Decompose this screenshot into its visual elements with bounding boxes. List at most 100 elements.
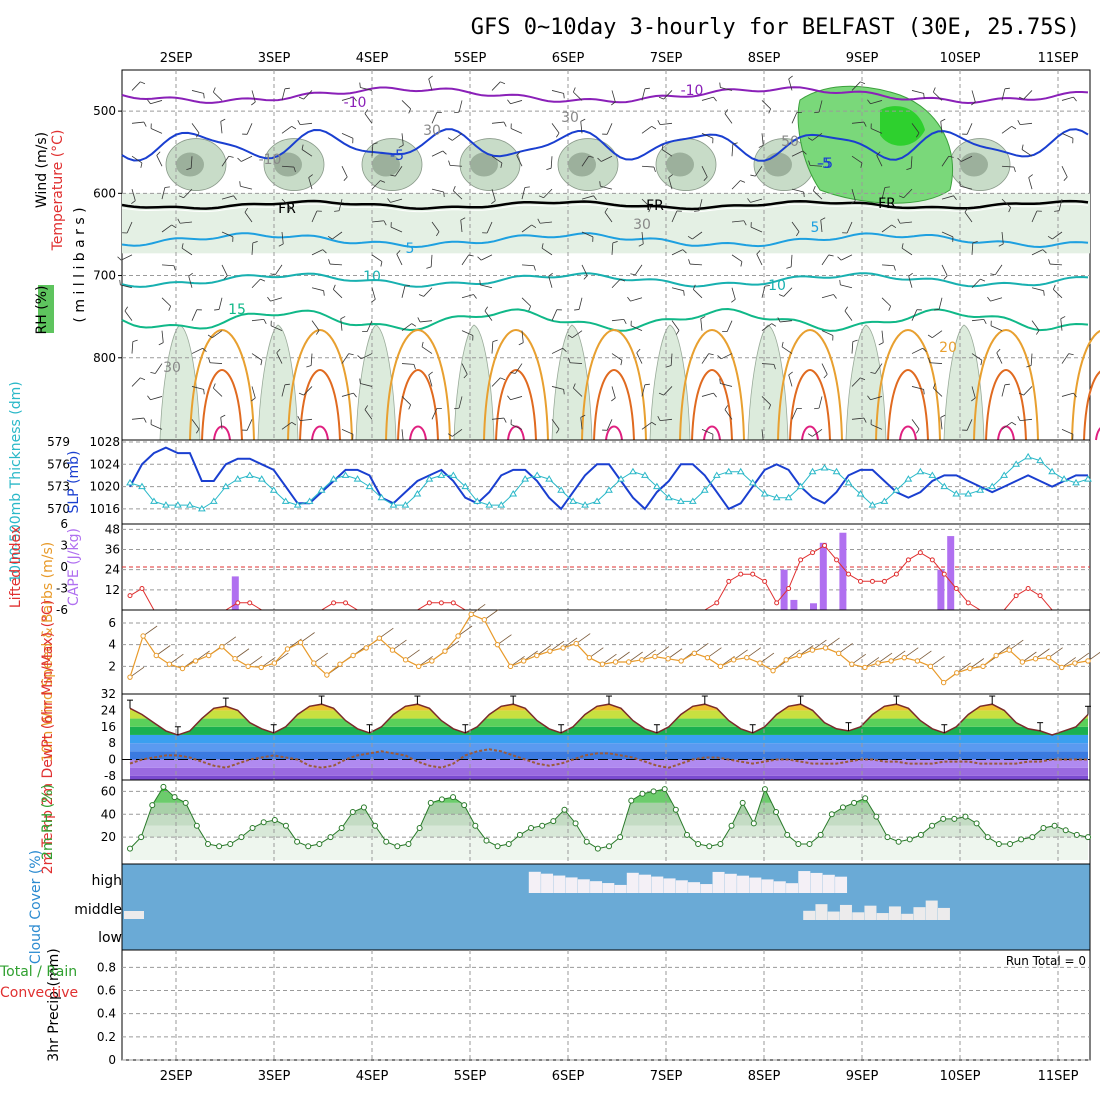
wind-barb [341, 428, 354, 435]
thickness-point [485, 501, 494, 508]
wind-point [1032, 656, 1039, 662]
temp-band [130, 726, 1088, 735]
wind-barb [636, 352, 643, 364]
surface-wind-barb [470, 604, 486, 615]
wind-barb [150, 128, 163, 134]
wind-barb-flag [750, 174, 756, 177]
wind-barb [671, 287, 684, 292]
cape-bar [947, 536, 955, 610]
high-cloud-bar [675, 880, 688, 893]
high-cloud-bar [541, 873, 554, 893]
li-point [881, 578, 887, 584]
wind-barb-flag [383, 220, 387, 226]
wind-barb [401, 363, 414, 365]
wind-10m-panel: 246 10m Wind Speed & Barbs (m/s) [40, 542, 1100, 762]
isotherm-20 [385, 328, 451, 441]
wind-barb-flag [620, 360, 623, 366]
contour-label: 5 [811, 220, 820, 236]
precip-content: 0 0.2 0.4 0.6 0.8 [97, 950, 1090, 1067]
wind-barb-flag [359, 82, 361, 88]
wind-barb [428, 78, 433, 91]
wind-barb-flag [687, 236, 693, 240]
wind-barb [461, 363, 468, 375]
wind-barb [300, 418, 313, 421]
wind-barb-flag [906, 167, 912, 171]
wind-barb-flag [867, 99, 871, 104]
wind-barb-flag [1017, 415, 1021, 421]
li-point [1025, 586, 1031, 591]
wind-barb [851, 121, 864, 124]
wind-barb-flag [1063, 176, 1068, 181]
rh-point [940, 815, 947, 822]
wind-barb-flag [251, 397, 256, 402]
rh-column [649, 324, 691, 441]
wind-point [534, 652, 540, 659]
temp-tick-label: 32 [101, 687, 116, 701]
wind-barb-flag [828, 254, 834, 257]
high-cloud-bar [712, 871, 725, 893]
surface-wind-barb [247, 656, 263, 667]
wind-barb [874, 363, 883, 374]
wind-point [468, 611, 474, 618]
wind-barb [1061, 353, 1070, 364]
wind-barb-flag [454, 111, 460, 114]
wind-barb-flag [916, 428, 920, 434]
wind-barb [960, 185, 973, 190]
wind-barb [510, 100, 523, 105]
rh-peak-region [880, 106, 925, 146]
wind-point [442, 648, 448, 654]
wind-barb-flag [500, 377, 506, 381]
contour-label: 30 [163, 360, 181, 376]
wind-barb [190, 156, 193, 169]
wind-barb-flag [852, 339, 858, 342]
wind-barb [1061, 392, 1074, 397]
high-cloud-bar [602, 883, 615, 893]
wind-barb-flag [651, 421, 657, 426]
wind-barb [244, 212, 253, 223]
wind-point [297, 639, 304, 646]
pressure-tick-label: 600 [93, 186, 116, 200]
high-cloud-bar [737, 875, 750, 893]
wind-barb-flag [503, 121, 507, 127]
contour-label: -5 [819, 156, 833, 172]
high-cloud-bar [553, 875, 566, 893]
wind-point [835, 650, 842, 657]
isotherm-20 [777, 328, 843, 441]
high-cloud-bar [822, 874, 835, 893]
isotherm-20 [1071, 330, 1100, 441]
wind-barb-flag [298, 96, 304, 100]
wind-barb [580, 121, 583, 134]
wind-barb [812, 133, 823, 141]
li-point [247, 600, 253, 606]
thickness-point [569, 497, 577, 504]
wind-barb [901, 247, 913, 256]
wind-barb [990, 325, 1003, 332]
cloud-level-label: middle [74, 902, 122, 918]
wind-barb [371, 287, 376, 300]
wind-barb-flag [932, 87, 936, 93]
wind-barb [401, 323, 412, 331]
surface-wind-barb [497, 634, 512, 645]
wind-barb-flag [658, 392, 664, 396]
li-point [822, 543, 828, 548]
wind-barb [1031, 210, 1038, 223]
thickness-point [221, 482, 230, 490]
thickness-point [952, 490, 961, 497]
wind-barb-flag [724, 405, 728, 410]
wind-barb-flag [768, 404, 772, 410]
wind-barb [851, 155, 863, 164]
cape-bar [819, 542, 827, 610]
wind-barb-flag [658, 96, 664, 100]
wind-barb [220, 121, 223, 134]
thickness-point [796, 482, 805, 490]
wind-barb-flag [1047, 236, 1053, 240]
contour-label: 10 [363, 269, 381, 285]
rh-point [951, 815, 958, 822]
wind-barb [1001, 384, 1006, 397]
thickness-point [808, 467, 817, 475]
thickness-point [449, 471, 458, 478]
pressure-tick-label: 700 [93, 269, 116, 283]
wind-barb [990, 297, 1003, 302]
isotherm-5 [121, 232, 1089, 249]
li-point [127, 593, 133, 599]
